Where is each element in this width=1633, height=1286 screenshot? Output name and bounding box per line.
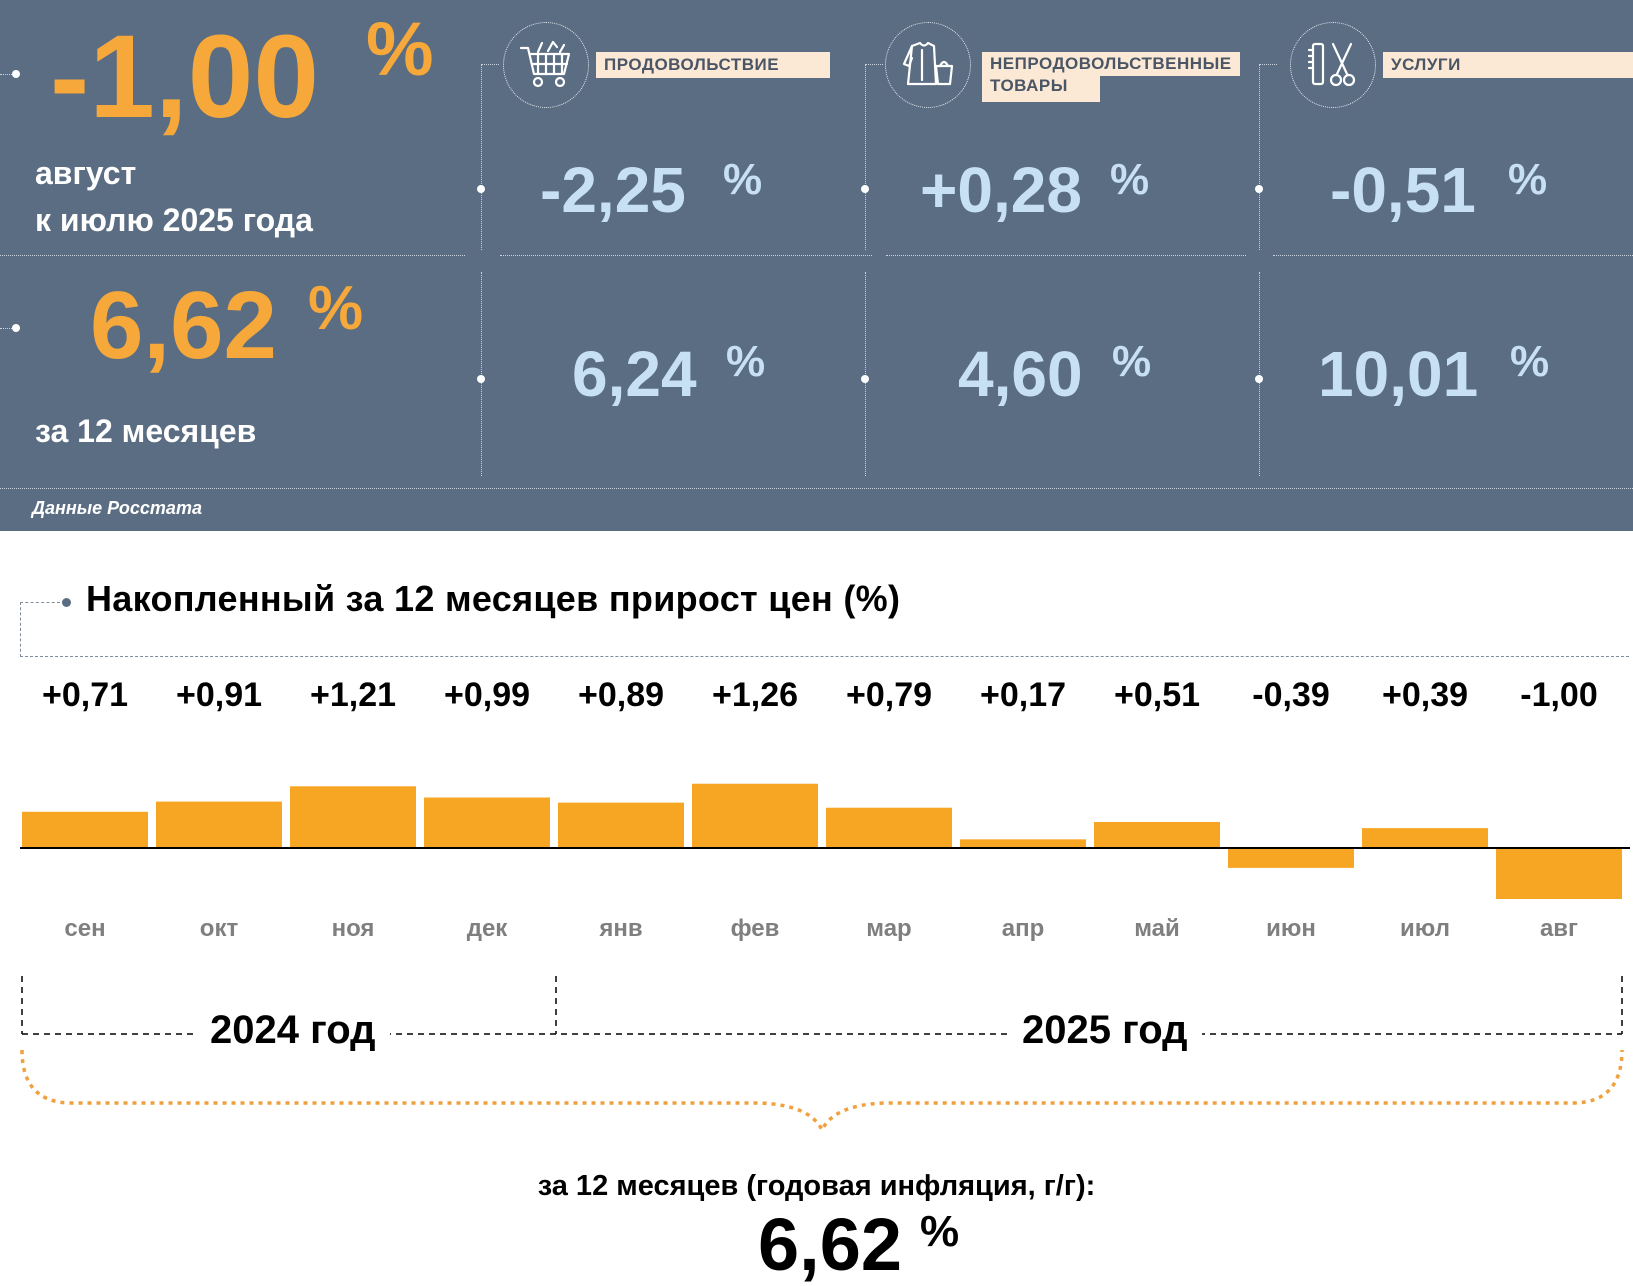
category-label-food: ПРОДОВОЛЬСТВИЕ	[596, 52, 830, 78]
month-label-окт: окт	[199, 915, 239, 942]
month-label-фев: фев	[730, 915, 780, 942]
monthly-change-unit: %	[366, 7, 434, 92]
chart-title: Накопленный за 12 месяцев прирост цен (%…	[86, 578, 901, 619]
services-monthly-unit: %	[1508, 155, 1548, 204]
nonfood-monthly-value: +0,28	[920, 154, 1082, 226]
summary-panel: -1,00 % август к июлю 2025 года 6,62 % з…	[0, 0, 1633, 531]
value-label-май: +0,51	[1113, 676, 1201, 714]
category-label-nonfood-line1: НЕПРОДОВОЛЬСТВЕННЫЕ	[982, 52, 1240, 76]
chart-heading-bracket	[20, 602, 1629, 657]
bar-фев	[692, 783, 818, 848]
connector-dot	[477, 375, 485, 383]
value-label-янв: +0,89	[577, 676, 665, 714]
value-label-авг: -1,00	[1520, 676, 1598, 714]
monthly-change-value: -1,00	[50, 11, 319, 143]
bar-дек	[424, 797, 550, 848]
month-label-янв: янв	[599, 915, 643, 942]
bar-chart	[20, 783, 1630, 899]
category-label-services: УСЛУГИ	[1383, 52, 1633, 78]
bar-авг	[1496, 848, 1622, 899]
chart-heading-connector	[20, 602, 60, 603]
month-label-сен: сен	[64, 915, 106, 942]
value-label-окт: +0,91	[175, 676, 263, 714]
connector-dot	[861, 375, 869, 383]
nonfood-monthly-unit: %	[1110, 155, 1150, 204]
value-label-дек: +0,99	[443, 676, 531, 714]
food-annual-unit: %	[726, 337, 766, 386]
monthly-caption-line2: к июлю 2025 года	[35, 202, 313, 238]
month-label-авг: авг	[1539, 915, 1579, 942]
value-label-апр: +0,17	[979, 676, 1067, 714]
monthly-caption-line1: август	[35, 155, 137, 191]
connector-dot	[1255, 185, 1263, 193]
annual-total-unit: %	[920, 1207, 960, 1256]
category-label-nonfood-line2: ТОВАРЫ	[982, 76, 1100, 102]
connector-dot	[1255, 375, 1263, 383]
bar-апр	[960, 839, 1086, 848]
value-label-сен: +0,71	[41, 676, 129, 714]
bar-окт	[156, 801, 282, 848]
services-monthly-value: -0,51	[1330, 154, 1476, 226]
food-annual-value: 6,24	[572, 338, 697, 410]
shopping-cart-icon	[503, 22, 589, 108]
services-annual-value: 10,01	[1318, 338, 1479, 410]
annual-change-unit: %	[308, 274, 364, 343]
food-monthly-value: -2,25	[540, 154, 686, 226]
bar-июн	[1228, 848, 1354, 868]
connector-dot	[12, 70, 20, 78]
month-label-май: май	[1134, 915, 1180, 942]
connector-dot	[12, 324, 20, 332]
food-monthly-unit: %	[723, 155, 763, 204]
connector-dot	[861, 185, 869, 193]
curly-brace	[20, 1049, 1624, 1135]
nonfood-annual-unit: %	[1112, 337, 1152, 386]
annual-change-value: 6,62	[90, 272, 277, 379]
bar-ноя	[290, 786, 416, 848]
year-grouping	[20, 976, 1624, 1135]
comb-scissors-icon	[1290, 22, 1376, 108]
bar-мар	[826, 807, 952, 848]
month-label-ноя: ноя	[331, 915, 375, 942]
annual-caption: за 12 месяцев	[35, 413, 257, 449]
services-annual-unit: %	[1510, 337, 1550, 386]
chart-heading-bullet	[62, 598, 71, 607]
value-label-фев: +1,26	[711, 676, 799, 714]
annual-total-value: 6,62	[758, 1203, 903, 1286]
value-label-июн: -0,39	[1252, 676, 1330, 714]
month-label-дек: дек	[466, 915, 508, 942]
value-label-ноя: +1,21	[309, 676, 397, 714]
nonfood-annual-value: 4,60	[958, 338, 1083, 410]
bar-сен	[22, 811, 148, 848]
month-label-апр: апр	[1001, 915, 1045, 942]
month-label-июн: июн	[1266, 915, 1316, 942]
bar-май	[1094, 821, 1220, 848]
year-label-2025: 2025 год	[1008, 1008, 1202, 1053]
annual-total-caption: за 12 месяцев (годовая инфляция, г/г):	[537, 1170, 1096, 1202]
month-label-мар: мар	[866, 915, 912, 942]
value-label-мар: +0,79	[845, 676, 933, 714]
month-label-июл: июл	[1400, 915, 1450, 942]
connector-dot	[477, 185, 485, 193]
year-label-2024: 2024 год	[196, 1008, 390, 1053]
bar-июл	[1362, 828, 1488, 848]
bar-янв	[558, 802, 684, 848]
clothing-bag-icon	[885, 22, 971, 108]
value-label-июл: +0,39	[1381, 676, 1469, 714]
source-note: Данные Росстата	[32, 498, 202, 518]
